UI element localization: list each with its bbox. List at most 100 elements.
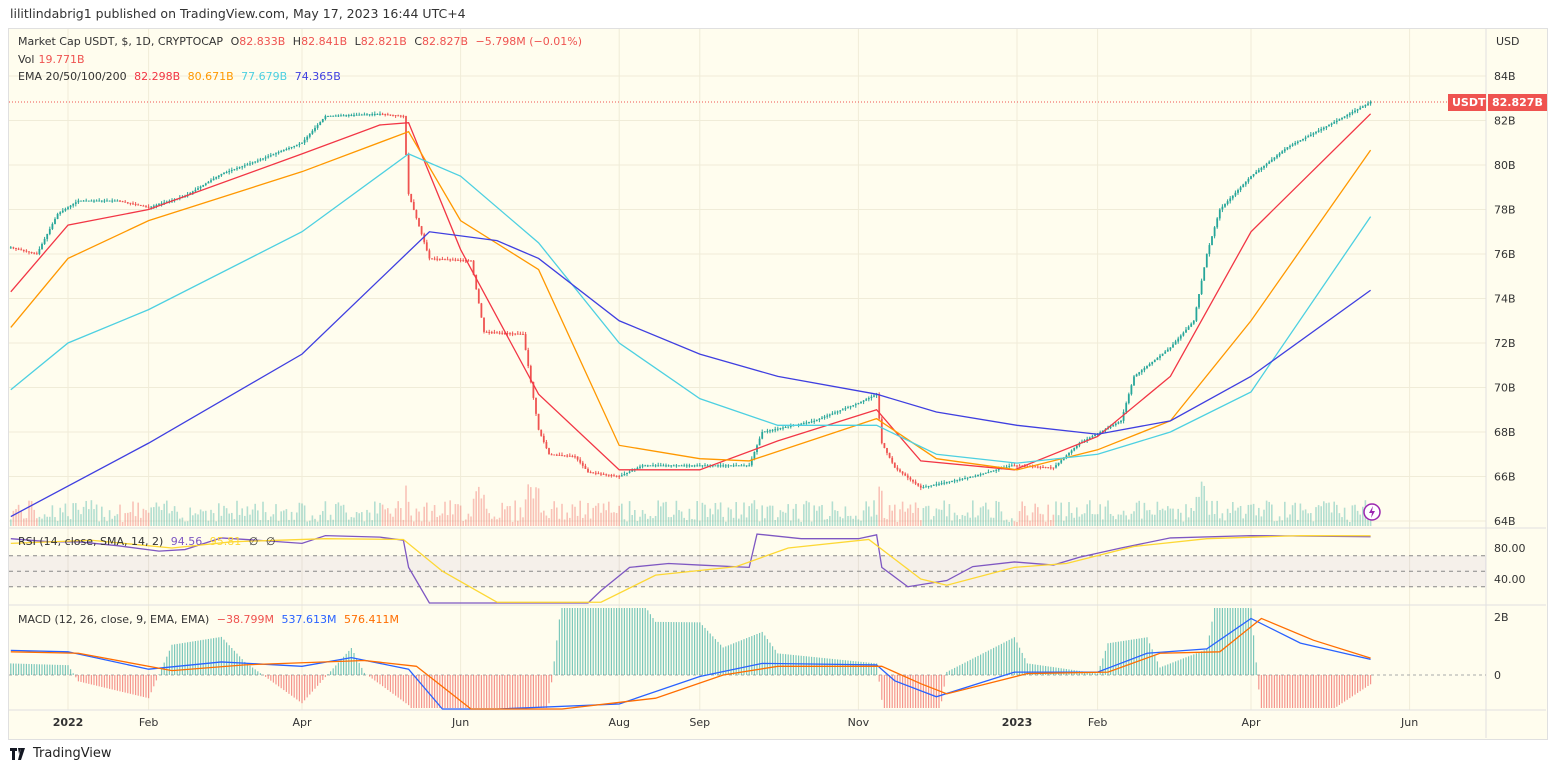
candle-body [717,465,719,467]
candle-body [329,115,332,117]
candle-body [574,456,576,458]
volume-bar [1109,513,1112,526]
volume-bar [1154,514,1156,526]
candle-body [150,206,153,208]
chart-frame[interactable] [8,28,1548,740]
candle-body [1257,169,1260,172]
volume-bar [75,503,77,526]
candle-body [262,158,264,160]
candle-body [381,113,384,115]
volume-bar [953,512,956,526]
candle-body [1255,171,1258,175]
volume-bar [712,514,714,526]
tradingview-logo[interactable]: TradingView [10,746,112,761]
volume-bar [402,519,405,526]
candle-body [1164,351,1167,354]
volume-bar [722,516,724,526]
candle-body [319,121,322,125]
volume-bar [1343,507,1346,526]
volume-bar [584,514,587,526]
candle-body [680,465,683,467]
candle-body [212,178,215,181]
volume-bar [935,508,938,526]
macd-line [10,617,1371,710]
candle-body [454,259,457,261]
candle-body [636,467,639,470]
volume-label[interactable]: Vol [18,53,35,66]
volume-bar [480,498,483,526]
rsi-label[interactable]: RSI (14, close, SMA, 14, 2) [18,535,164,548]
candle-body [1174,341,1177,345]
volume-bar [888,505,891,526]
volume-bar [865,501,867,526]
volume-bar [933,516,935,526]
volume-bar [246,506,249,526]
volume-bar [202,511,204,526]
candle-body [909,477,912,480]
volume-bar [314,518,316,526]
volume-bar [847,516,849,526]
price-tag-value: 82.827B [1488,94,1547,111]
candle-body [1335,120,1338,123]
candle-body [51,223,54,229]
candle-body [1356,109,1359,111]
candle-body [1364,104,1367,107]
volume-legend: Vol 19.771B [18,53,89,66]
volume-bar [857,519,860,526]
candle-body [966,477,969,479]
candle-body [589,472,592,474]
candle-body [386,114,389,116]
volume-bar [1325,503,1328,526]
volume-bar [137,502,139,526]
candle-body [402,115,405,117]
candle-body [974,475,977,477]
candle-body [20,249,23,251]
volume-bar [46,516,48,526]
candle-body [529,365,532,382]
candle-body [464,260,467,262]
macd-label[interactable]: MACD (12, 26, close, 9, EMA, EMA) [18,613,210,626]
candle-body [194,189,197,192]
candle-body [451,259,454,261]
candle-body [1159,355,1161,358]
volume-bar [540,512,542,526]
lightning-icon[interactable] [1363,503,1381,521]
candle-body [516,333,519,335]
volume-bar [272,514,275,526]
symbol-label[interactable]: Market Cap USDT, $, 1D, CRYPTOCAP [18,35,224,48]
candle-body [701,465,704,467]
volume-bar [82,506,85,526]
open-label: O [230,35,240,48]
candle-body [1062,457,1065,461]
volume-bar [309,520,311,526]
volume-bar [901,501,904,526]
candle-body [1315,131,1317,134]
volume-bar [498,517,501,526]
volume-bar [925,506,927,526]
volume-bar [940,509,943,526]
candle-body [267,156,270,158]
volume-bar [254,503,256,526]
rsi-line [10,533,1371,604]
volume-bar [1026,515,1029,526]
candle-body [938,483,940,485]
candle-body [392,114,394,116]
candle-body [228,171,231,173]
candle-body [1008,466,1011,468]
candle-body [293,145,296,147]
candle-body [685,465,688,467]
ema-label[interactable]: EMA 20/50/100/200 [18,70,127,83]
candle-body [719,465,722,467]
candle-body [475,274,478,290]
candle-body [397,115,400,117]
candle-body [935,484,938,486]
volume-bar [179,518,181,526]
volume-bar [54,517,56,526]
candle-body [828,414,831,416]
candle-body [834,412,836,414]
volume-bar [800,521,802,526]
volume-bar [1359,514,1361,526]
volume-bar [670,517,672,526]
candle-body [249,163,251,165]
